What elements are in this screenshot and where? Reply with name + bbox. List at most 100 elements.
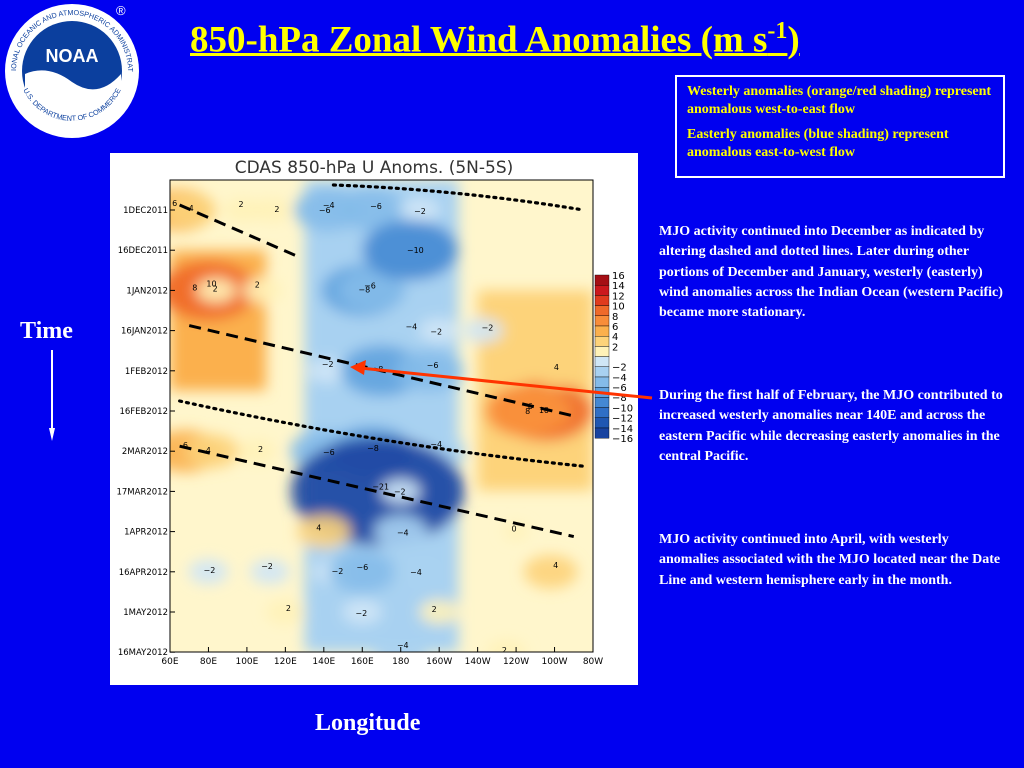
plot-frame (169, 179, 594, 653)
contour-label: −21 (372, 482, 389, 491)
anomaly-blob (328, 550, 397, 593)
contour-label: −4 (323, 201, 335, 210)
contour-label: 2 (432, 605, 437, 614)
anomaly-blob (503, 523, 529, 540)
anomaly-blob (242, 278, 283, 303)
contour-label: 2 (258, 445, 263, 454)
contour-label: −10 (407, 246, 424, 255)
colorbar-swatch (594, 356, 610, 368)
colorbar-swatch (594, 417, 610, 429)
colorbar-swatch (594, 397, 610, 408)
contour-label: 4 (206, 446, 211, 455)
contour-label: 4 (553, 561, 558, 570)
mjo-dotted-line (178, 399, 585, 468)
contour-label: −2 (261, 562, 273, 571)
logo-text: NOAA (46, 46, 99, 66)
easterly-legend: Easterly anomalies (blue shading) repres… (687, 127, 949, 160)
contour-label: −4 (397, 529, 409, 538)
contour-label: −6 (356, 563, 368, 572)
page-title: 850-hPa Zonal Wind Anomalies (m s-1) (190, 18, 800, 61)
mjo-dashed-line (179, 444, 575, 539)
note-december: MJO activity continued into December as … (659, 224, 1003, 321)
contour-label: 2 (255, 280, 260, 289)
x-tick-label: 120W (503, 657, 529, 667)
contour-label: −6 (323, 448, 335, 457)
colorbar-swatch (594, 346, 610, 357)
contour-label: 0 (512, 525, 517, 534)
contour-label: 2 (286, 604, 291, 613)
anomaly-blob (337, 188, 406, 232)
x-tick-label: 180 (392, 657, 409, 667)
colorbar-label: 14 (612, 281, 625, 292)
x-tick-label: 160W (426, 657, 452, 667)
y-tick-label: 16FEB2012 (119, 407, 168, 417)
colorbar-label: 10 (612, 302, 625, 313)
registered-mark: ® (116, 3, 126, 18)
anomaly-blob (419, 318, 460, 343)
colorbar-label: 4 (612, 332, 618, 343)
anomaly-blob (296, 514, 351, 549)
colorbar-swatch (594, 325, 610, 337)
anomaly-blob (523, 555, 578, 589)
anomaly-blob (342, 599, 383, 625)
y-tick-labels: 1DEC2011 16DEC2011 1JAN2012 16JAN2012 1FEB20… (116, 206, 175, 658)
x-tick-label: 100W (542, 657, 568, 667)
colorbar-label: −12 (612, 414, 633, 425)
colorbar-label: 16 (612, 271, 625, 282)
x-tick-label: 80W (583, 657, 603, 667)
anomaly-field (170, 180, 593, 652)
anomaly-blob (265, 599, 306, 625)
colorbar-swatch (594, 284, 610, 296)
y-tick-label: 16DEC2011 (118, 246, 168, 256)
contour-label: 2 (239, 200, 244, 209)
x-tick-label: 60E (161, 657, 178, 667)
anomaly-blob (383, 313, 438, 348)
anomaly-blob (223, 197, 263, 223)
contour-label: 4 (189, 204, 194, 213)
y-tick-label: 1FEB2012 (125, 367, 168, 377)
hovmoller-chart: CDAS 850-hPa U Anoms. (5N-5S) 6 4 2 2 −4 −6 −6… (110, 153, 638, 685)
anomaly-blob (337, 269, 406, 312)
contour-label: 4 (554, 363, 559, 372)
contour-label: −4 (405, 323, 417, 332)
contour-label: −8 (367, 444, 379, 453)
anomaly-blob (185, 434, 240, 469)
y-tick-label: 1JAN2012 (126, 286, 168, 296)
anomaly-blob (307, 358, 348, 384)
contour-label: −2 (204, 566, 216, 575)
colorbar-label: −10 (612, 403, 633, 414)
y-tick-label: 16MAY2012 (118, 648, 168, 658)
time-arrow-icon (49, 350, 55, 441)
y-tick-label: 1APR2012 (124, 528, 168, 538)
anomaly-blob (362, 220, 459, 281)
colorbar-label: 8 (612, 312, 618, 323)
contour-label: −8 (358, 285, 370, 294)
y-tick-label: 16JAN2012 (121, 327, 168, 337)
colorbar-swatch (594, 427, 610, 439)
colorbar-swatch (594, 295, 610, 306)
contour-label: −6 (370, 202, 382, 211)
x-tick-label: 80E (200, 657, 217, 667)
y-tick-label: 2MAR2012 (122, 447, 168, 457)
mjo-dashed-line (179, 203, 296, 257)
colorbar-swatch (594, 407, 610, 419)
anomaly-blob (252, 197, 292, 223)
y-tick-label: 17MAR2012 (116, 487, 168, 497)
contour-label: −4 (430, 440, 442, 449)
contour-label: −2 (355, 609, 367, 618)
contour-label: 2 (502, 646, 507, 655)
x-tick-label: 140W (465, 657, 491, 667)
colorbar-label: −14 (612, 424, 633, 435)
time-axis-label: Time (20, 318, 73, 344)
x-tick-label: 140E (312, 657, 335, 667)
colorbar-swatch (594, 366, 610, 378)
contour-label: −2 (322, 360, 334, 369)
y-tick-label: 1DEC2011 (123, 206, 168, 216)
contour-label: −2 (414, 207, 426, 216)
colorbar-swatch (594, 274, 610, 286)
contour-label: 6 (183, 441, 188, 450)
westerly-legend: Westerly anomalies (orange/red shading) … (687, 84, 992, 117)
note-april: MJO activity continued into April, with … (659, 532, 1001, 588)
noaa-logo: NOAA NATIONAL OCEANIC AND ATMOSPHERIC AD… (3, 2, 139, 138)
contour-label: −6 (427, 361, 439, 370)
